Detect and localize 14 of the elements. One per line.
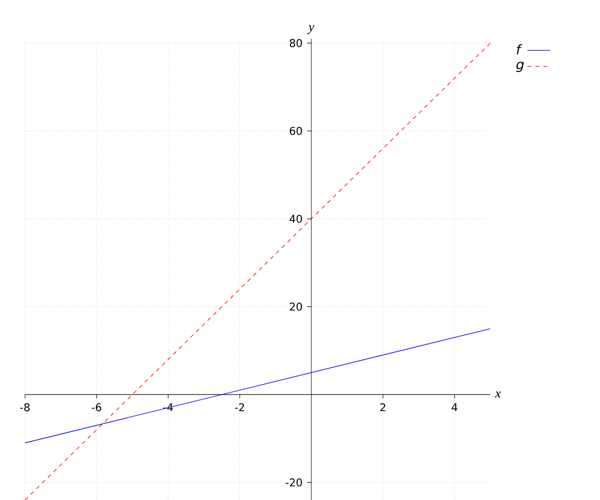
x-tick-label: -6 (92, 403, 102, 412)
x-tick-label: 4 (452, 403, 458, 411)
legend-label: f (516, 44, 522, 54)
x-axis-title: x (494, 391, 501, 398)
x-tick-label: -2 (234, 403, 244, 412)
y-tick-label: 40 (290, 214, 302, 223)
x-tick-label: 2 (380, 403, 386, 412)
y-tick-label: 20 (290, 302, 302, 311)
y-tick-label: -20 (286, 478, 302, 486)
legend-label: g (516, 62, 524, 72)
y-tick-label: 60 (290, 126, 302, 135)
y-axis-title: y (307, 24, 314, 34)
y-tick-label: 80 (290, 38, 302, 47)
x-tick-label: -8 (20, 403, 30, 412)
